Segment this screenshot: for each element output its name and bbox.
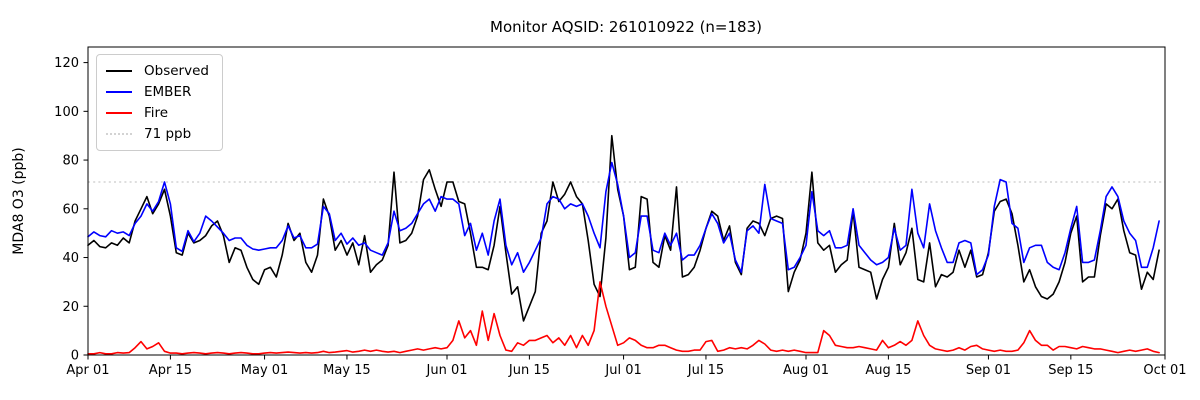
x-tick-label: Jun 15 <box>508 363 550 378</box>
y-tick-label: 0 <box>71 349 79 364</box>
y-tick-label: 20 <box>62 300 79 315</box>
x-tick-label: Jul 15 <box>687 363 724 378</box>
y-tick-label: 100 <box>54 105 79 120</box>
ember-line-swatch <box>106 90 132 93</box>
legend-item-ember: EMBER <box>106 81 214 102</box>
legend-label-ember: EMBER <box>144 83 192 100</box>
x-tick-label: May 01 <box>241 363 289 378</box>
x-tick-label: May 15 <box>323 363 371 378</box>
legend-label-threshold: 71 ppb <box>144 125 192 142</box>
y-tick-label: 40 <box>62 251 79 266</box>
observed-line-swatch <box>106 69 132 72</box>
x-tick-label: Oct 01 <box>1143 363 1186 378</box>
ember-line <box>87 161 1160 276</box>
x-tick-label: Jul 01 <box>604 363 641 378</box>
x-tick-label: Aug 01 <box>783 363 829 378</box>
observed-line <box>87 134 1160 322</box>
legend-label-observed: Observed <box>144 62 209 79</box>
legend: Observed EMBER Fire 71 ppb <box>96 54 223 151</box>
y-tick-label: 120 <box>54 56 79 71</box>
x-tick-label: Sep 15 <box>1048 363 1093 378</box>
x-tick-label: Sep 01 <box>966 363 1011 378</box>
x-tick-label: Apr 01 <box>66 363 109 378</box>
legend-label-fire: Fire <box>144 104 169 121</box>
y-tick-label: 60 <box>62 202 79 217</box>
plot-frame <box>87 46 1166 356</box>
data-series <box>87 134 1160 355</box>
threshold-line-swatch <box>106 132 132 135</box>
x-tick-label: Apr 15 <box>149 363 192 378</box>
legend-item-threshold: 71 ppb <box>106 123 214 144</box>
fire-line <box>87 281 1160 355</box>
y-axis-label: MDA8 O3 (ppb) <box>11 147 27 255</box>
legend-item-observed: Observed <box>106 60 214 81</box>
fire-line-swatch <box>106 111 132 114</box>
x-axis-ticks: Apr 01 Apr 15 May 01 May 15 Jun 01 Jun 15 Jul … <box>66 355 1187 378</box>
chart-title: Monitor AQSID: 261010922 (n=183) <box>490 18 762 36</box>
y-axis-ticks: 0 20 40 60 80 100 120 <box>54 56 88 364</box>
legend-item-fire: Fire <box>106 102 214 123</box>
x-tick-label: Aug 15 <box>865 363 911 378</box>
y-tick-label: 80 <box>62 154 79 169</box>
x-tick-label: Jun 01 <box>426 363 468 378</box>
